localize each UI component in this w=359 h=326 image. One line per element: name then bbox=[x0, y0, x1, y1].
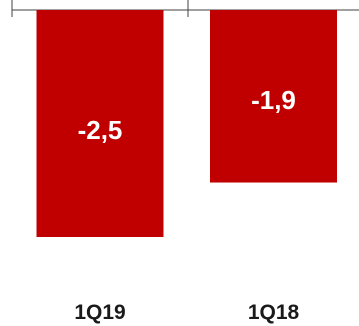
value-label: -2,5 bbox=[78, 115, 123, 145]
bars bbox=[36, 10, 337, 237]
category-labels: 1Q19 1Q18 bbox=[74, 301, 299, 324]
value-labels: -2,5 -1,9 bbox=[78, 85, 296, 145]
value-label: -1,9 bbox=[251, 85, 296, 115]
bar-1q18 bbox=[210, 10, 337, 183]
bar-1q19 bbox=[36, 10, 164, 237]
category-label: 1Q18 bbox=[248, 301, 300, 324]
category-label: 1Q19 bbox=[74, 301, 125, 324]
